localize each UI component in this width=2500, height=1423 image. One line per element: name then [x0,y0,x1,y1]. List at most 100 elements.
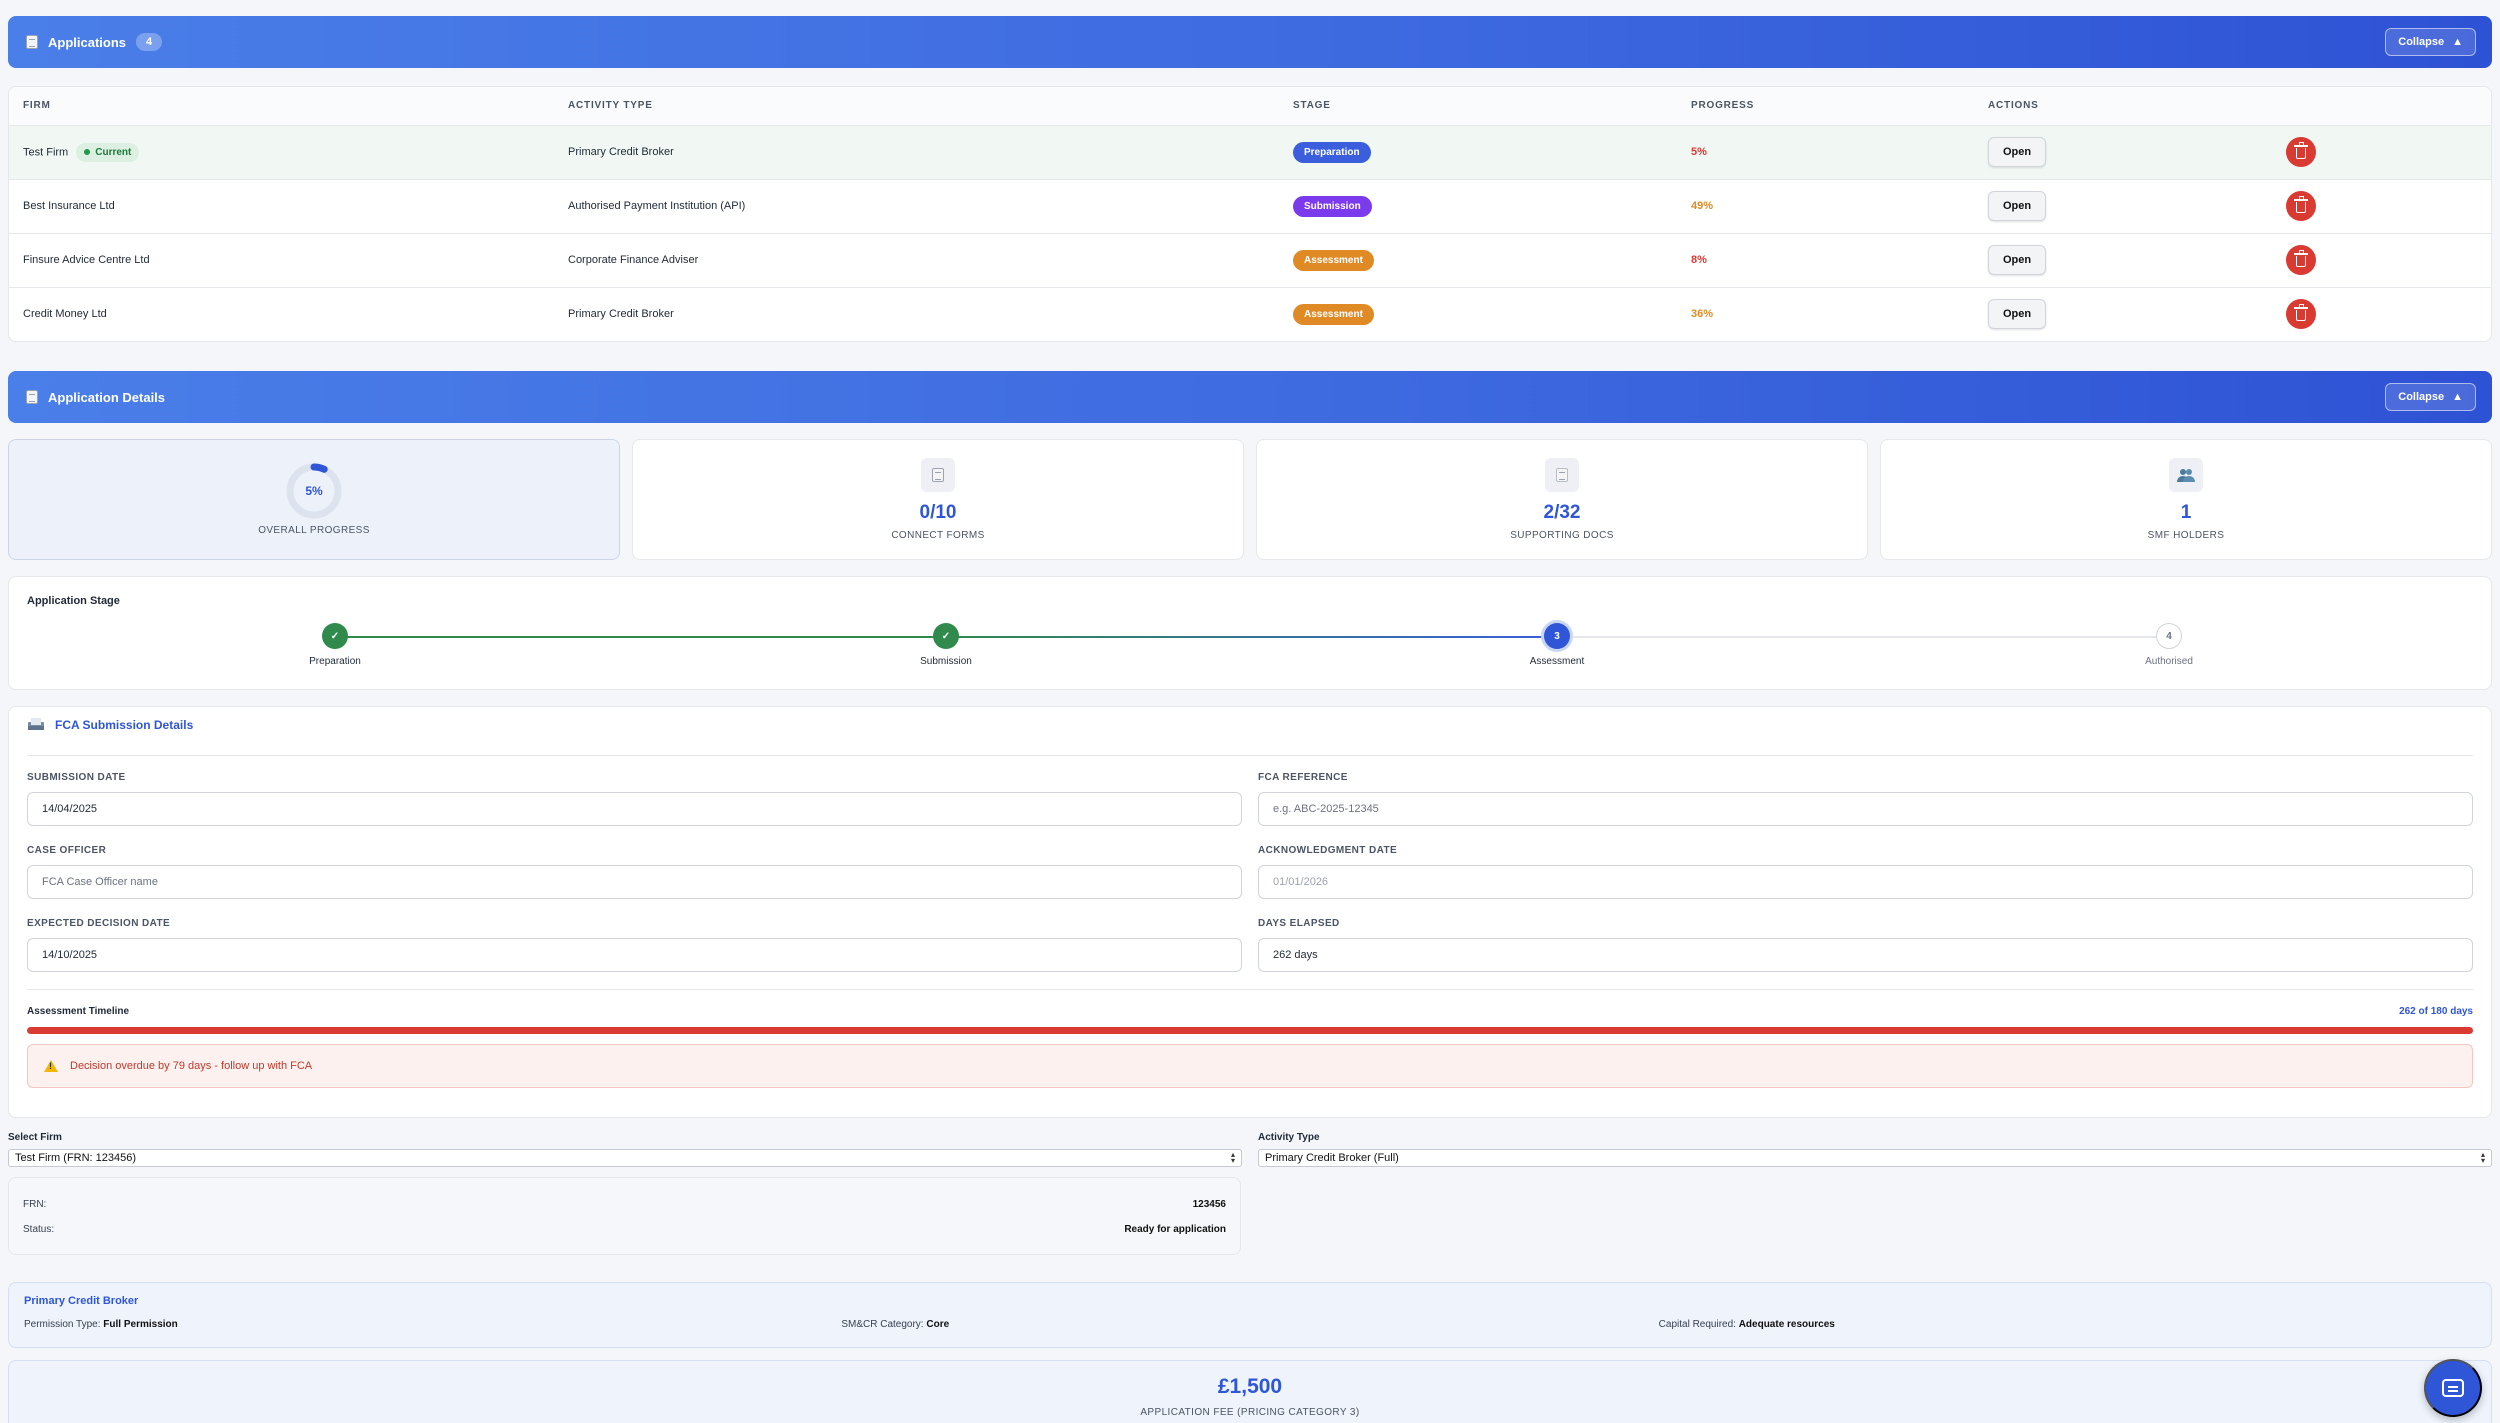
permission-title: Primary Credit Broker [24,1295,139,1307]
activity-type-cell: Primary Credit Broker [568,308,674,321]
fca-reference-input[interactable]: e.g. ABC-2025-12345 [1258,792,2473,826]
firm-name: Test Firm [23,146,69,158]
stage-step-label: Preparation [309,656,361,667]
stage-step-label: Submission [920,656,972,667]
chat-icon [2442,1379,2464,1397]
stage-step-label: Authorised [2145,656,2193,667]
stage-cell: Submission [1279,179,1677,234]
chevron-up-icon: ▲ [2452,391,2463,403]
stage-number: 3 [1544,623,1570,649]
open-button[interactable]: Open [1988,137,2047,167]
supporting-docs-card[interactable]: 2/32 SUPPORTING DOCS [1256,439,1868,560]
stage-number: 4 [2156,623,2182,649]
progress-cell: 36% [1691,308,1714,321]
delete-cell [2272,287,2491,341]
connect-forms-card[interactable]: 0/10 CONNECT FORMS [632,439,1244,560]
days-elapsed-label: DAYS ELAPSED [1258,918,1340,929]
assessment-timeline-value: 262 of 180 days [2399,1006,2473,1017]
stage-step-submission: ✓ Submission [886,623,1006,667]
open-button[interactable]: Open [1988,191,2047,221]
delete-button[interactable] [2286,245,2316,275]
select-arrows-icon: ▴ ▾ [2480,1150,2485,1165]
open-button[interactable]: Open [1988,299,2047,330]
open-button[interactable]: Open [1988,245,2047,275]
details-collapse-button[interactable]: Collapse ▲ [2385,383,2476,411]
progress-ring: 5% [286,463,342,519]
submission-date-field: SUBMISSION DATE 14/04/2025 [27,768,1242,841]
firm-cell: Best Insurance Ltd [9,179,554,234]
stage-cell: Assessment [1279,287,1677,341]
stage-step-preparation: ✓ Preparation [275,623,395,667]
overall-progress-value: 5% [305,484,323,498]
select-firm-dropdown[interactable]: Test Firm (FRN: 123456) ▴ ▾ [8,1149,1242,1167]
days-elapsed-value: 262 days [1258,938,2473,972]
warning-icon [44,1060,58,1072]
select-firm-value: Test Firm (FRN: 123456) [15,1152,137,1164]
assessment-timeline-label: Assessment Timeline [27,1006,130,1017]
application-fee-amount: £1,500 [1217,1375,1283,1398]
col-stage: STAGE [1279,87,1677,126]
firm-name: Credit Money Ltd [23,308,107,321]
overall-progress-card[interactable]: 5% OVERALL PROGRESS [8,439,620,560]
actions-cell: Open [1974,179,2272,234]
permission-type-value: Full Permission [103,1319,178,1330]
table-row[interactable]: Best Insurance Ltd Authorised Payment Ins… [9,179,2491,234]
selection-row: Select Firm Test Firm (FRN: 123456) ▴ ▾ A… [8,1132,2492,1167]
days-elapsed-field: DAYS ELAPSED 262 days [1258,914,2473,987]
table-row[interactable]: Credit Money Ltd Primary Credit Broker Ass… [9,287,2491,341]
submission-date-input[interactable]: 14/04/2025 [27,792,1242,826]
chevron-up-icon: ▲ [2452,36,2463,48]
submission-date-label: SUBMISSION DATE [27,772,126,783]
fca-section-header: FCA Submission Details [27,717,2473,756]
case-officer-input[interactable]: FCA Case Officer name [27,865,1242,899]
smf-holders-card[interactable]: 1 SMF HOLDERS [1880,439,2492,560]
firm-info-card: FRN: 123456 Status: Ready for applicatio… [8,1177,1241,1255]
expected-decision-date-label: EXPECTED DECISION DATE [27,918,171,929]
connect-forms-value: 0/10 [919,502,957,523]
firm-name: Finsure Advice Centre Ltd [23,254,150,266]
table-row[interactable]: Test Firm Current Primary Credit Broker Pre… [9,125,2491,180]
application-fee-card: £1,500 APPLICATION FEE (PRICING CATEGORY… [8,1360,2492,1423]
firm-cell: Credit Money Ltd [9,287,554,341]
status-value: Ready for application [1124,1224,1226,1235]
capital-required: Capital Required: Adequate resources [1659,1319,2476,1330]
delete-cell [2272,233,2491,288]
activity-type-value: Primary Credit Broker (Full) [1265,1152,1399,1164]
table-row[interactable]: Finsure Advice Centre Ltd Corporate Finan… [9,233,2491,288]
expected-decision-date-input[interactable]: 14/10/2025 [27,938,1242,972]
case-officer-label: CASE OFFICER [27,845,107,856]
activity-type-cell: Corporate Finance Adviser [554,233,1279,288]
stage-cell: Preparation [1279,125,1677,180]
people-icon [2169,458,2203,492]
delete-button[interactable] [2286,137,2316,167]
chat-button[interactable] [2424,1359,2482,1417]
applications-title: Applications [48,34,127,50]
stage-connector [946,636,1557,638]
application-details-header: Application Details Collapse ▲ [8,371,2492,423]
select-arrows-icon: ▴ ▾ [1230,1150,1235,1165]
stage-badge: Assessment [1293,303,1374,325]
clipboard-icon [921,458,955,492]
check-icon: ✓ [322,623,348,649]
delete-button[interactable] [2286,299,2316,330]
delete-button[interactable] [2286,191,2316,221]
check-icon: ✓ [933,623,959,649]
applications-collapse-button[interactable]: Collapse ▲ [2385,28,2476,56]
capital-required-label: Capital Required: [1658,1319,1736,1330]
table-header-row: FIRM ACTIVITY TYPE STAGE PROGRESS ACTION… [9,87,2491,126]
smf-holders-value: 1 [2180,502,2192,523]
col-progress: PROGRESS [1677,87,1974,126]
divider [27,989,2473,990]
col-delete [2272,87,2491,126]
activity-type-dropdown[interactable]: Primary Credit Broker (Full) ▴ ▾ [1258,1149,2492,1167]
memo-icon [26,390,38,404]
fca-reference-label: FCA REFERENCE [1258,772,1348,783]
firm-cell: Finsure Advice Centre Ltd [9,233,554,288]
acknowledgment-date-input[interactable]: 01/01/2026 [1258,865,2473,899]
supporting-docs-label: SUPPORTING DOCS [1510,530,1614,541]
fca-section-title: FCA Submission Details [55,718,194,732]
progress-cell: 8% [1677,233,1974,288]
applications-count-badge: 4 [136,33,163,51]
trash-icon [2294,196,2308,213]
current-badge-label: Current [95,146,132,158]
